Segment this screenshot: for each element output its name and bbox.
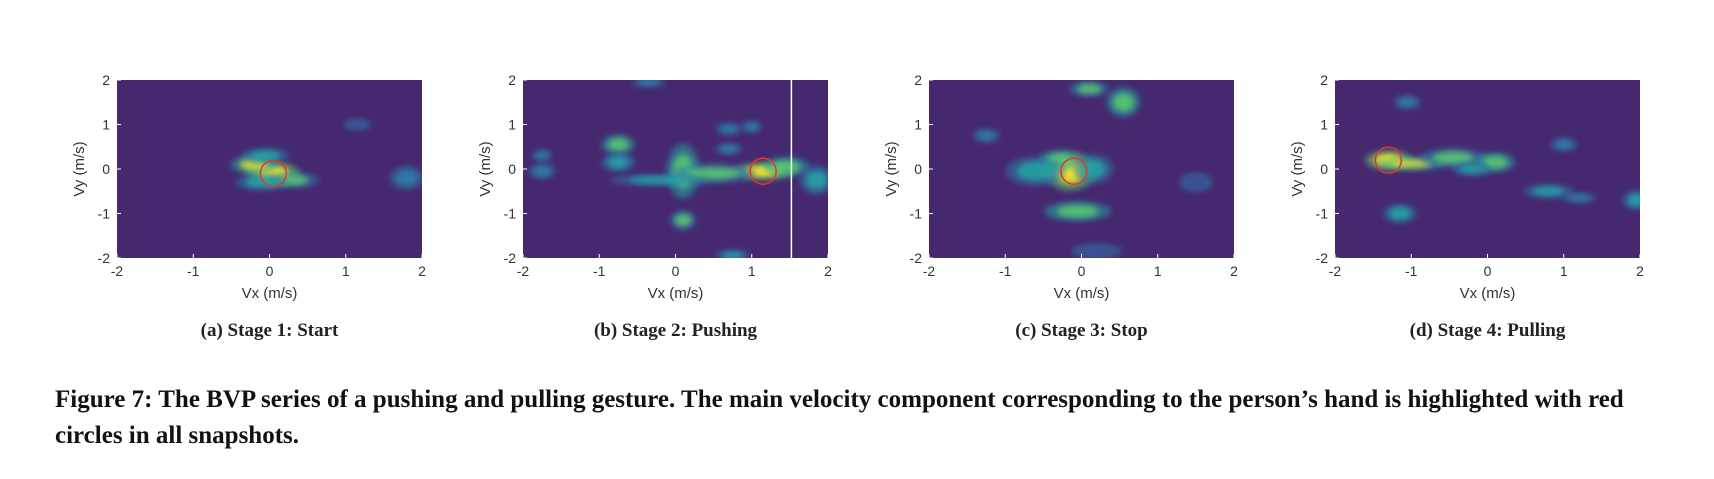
y-tick-label: 0 bbox=[102, 161, 110, 177]
x-tick-label: -2 bbox=[517, 263, 530, 279]
x-tick-label: 2 bbox=[1230, 263, 1238, 279]
heatmap-blob bbox=[806, 171, 827, 190]
highlight-circle bbox=[1060, 157, 1088, 185]
heatmap-blob bbox=[533, 166, 551, 177]
y-tick-label: 2 bbox=[508, 72, 516, 88]
x-tick-label: 1 bbox=[748, 263, 756, 279]
subplot-d: -2 -1 0 1 2 -2 -1 0 1 2 Vx (m/s) Vy (m/s) (d) Stage … bbox=[1289, 72, 1644, 341]
x-tick-label: -2 bbox=[111, 263, 124, 279]
highlight-circle bbox=[259, 159, 288, 188]
heatmap-blob bbox=[1056, 205, 1099, 218]
x-tick-label: -1 bbox=[187, 263, 200, 279]
heatmap-blob bbox=[638, 80, 660, 86]
heatmap-blob bbox=[348, 120, 366, 129]
heatmap-blob bbox=[1532, 187, 1565, 196]
x-tick-label: 0 bbox=[1078, 263, 1086, 279]
heatmap-blob bbox=[1017, 162, 1055, 181]
heatmap-blob bbox=[722, 252, 744, 258]
heatmap-blob bbox=[771, 160, 801, 173]
subplot-caption: (a) Stage 1: Start bbox=[201, 320, 339, 341]
heatmap-blob bbox=[396, 170, 418, 186]
heatmap-blob bbox=[1568, 194, 1590, 201]
y-axis-label: Vy (m/s) bbox=[883, 141, 900, 196]
y-tick-label: -1 bbox=[1316, 206, 1329, 222]
x-axis-label: Vx (m/s) bbox=[648, 285, 704, 302]
heatmap-blob bbox=[1432, 151, 1474, 164]
x-tick-label: 0 bbox=[672, 263, 680, 279]
x-tick-label: 1 bbox=[1560, 263, 1568, 279]
highlight-circle bbox=[1374, 146, 1403, 174]
y-tick-label: -2 bbox=[1316, 250, 1329, 266]
x-tick-label: 2 bbox=[1636, 263, 1644, 279]
y-tick-label: 1 bbox=[914, 117, 922, 133]
heatmap-blob bbox=[1081, 246, 1113, 257]
y-axis-label: Vy (m/s) bbox=[477, 141, 494, 196]
y-tick-label: 0 bbox=[508, 161, 516, 177]
heatmap-blob bbox=[1113, 93, 1134, 112]
x-tick-label: 0 bbox=[1484, 263, 1492, 279]
x-tick-label: -1 bbox=[593, 263, 606, 279]
subplot-a: -2 -1 0 1 2 -2 -1 0 1 2 Vx (m/s) Vy (m/s) (a) Stage … bbox=[71, 72, 426, 341]
y-tick-label: -2 bbox=[504, 250, 517, 266]
y-tick-label: 0 bbox=[1320, 161, 1328, 177]
heatmap-blob bbox=[607, 138, 629, 151]
heatmap-blob bbox=[674, 214, 692, 227]
heatmap-blob bbox=[720, 125, 738, 133]
y-tick-label: -2 bbox=[98, 250, 111, 266]
x-tick-label: 2 bbox=[824, 263, 832, 279]
y-axis-label: Vy (m/s) bbox=[1289, 141, 1306, 196]
y-tick-label: 2 bbox=[102, 72, 110, 88]
subplot-caption: (b) Stage 2: Pushing bbox=[594, 320, 758, 341]
x-tick-label: 1 bbox=[342, 263, 350, 279]
heatmap-blob bbox=[745, 123, 758, 131]
figure-caption: Figure 7: The BVP series of a pushing an… bbox=[55, 386, 1624, 449]
x-tick-label: -1 bbox=[999, 263, 1012, 279]
y-tick-label: 1 bbox=[102, 117, 110, 133]
y-tick-label: 1 bbox=[508, 117, 516, 133]
y-tick-label: 1 bbox=[1320, 117, 1328, 133]
subplot-b: -2 -1 0 1 2 -2 -1 0 1 2 Vx (m/s) Vy (m/s) (b) Stage … bbox=[477, 72, 832, 341]
x-tick-label: -1 bbox=[1405, 263, 1418, 279]
heatmap-blob bbox=[251, 150, 281, 161]
heatmap-blob bbox=[629, 176, 692, 184]
subplot-c: -2 -1 0 1 2 -2 -1 0 1 2 Vx (m/s) Vy (m/s) (c) Stage … bbox=[883, 72, 1238, 341]
y-tick-label: 2 bbox=[914, 72, 922, 88]
heatmap-blob bbox=[535, 152, 549, 160]
subplot-caption: (c) Stage 3: Stop bbox=[1015, 320, 1147, 341]
x-tick-label: 0 bbox=[266, 263, 274, 279]
x-axis-label: Vx (m/s) bbox=[1054, 285, 1110, 302]
y-axis-label: Vy (m/s) bbox=[71, 141, 88, 196]
heatmap-blob bbox=[245, 177, 279, 188]
y-tick-label: 0 bbox=[914, 161, 922, 177]
subplot-caption: (d) Stage 4: Pulling bbox=[1410, 320, 1566, 341]
heatmap-blob bbox=[687, 167, 740, 180]
heatmap-blob bbox=[1399, 98, 1416, 107]
x-tick-label: -2 bbox=[923, 263, 936, 279]
x-tick-label: -2 bbox=[1329, 263, 1342, 279]
heatmap-blob bbox=[1555, 140, 1573, 149]
x-tick-label: 1 bbox=[1154, 263, 1162, 279]
x-tick-label: 2 bbox=[418, 263, 426, 279]
heatmap-blob bbox=[1076, 84, 1102, 94]
heatmap-blob bbox=[1185, 176, 1207, 189]
heatmap-blob bbox=[1389, 207, 1411, 220]
x-axis-label: Vx (m/s) bbox=[1460, 285, 1516, 302]
heatmap-blob bbox=[977, 131, 995, 140]
y-tick-label: -1 bbox=[910, 206, 923, 222]
heatmap-blob bbox=[1627, 194, 1640, 207]
highlight-circle bbox=[749, 157, 777, 185]
heatmap-area bbox=[528, 80, 828, 258]
y-tick-label: -1 bbox=[98, 206, 111, 222]
y-tick-label: -2 bbox=[910, 250, 923, 266]
y-tick-label: 2 bbox=[1320, 72, 1328, 88]
heatmap-blob bbox=[1459, 164, 1485, 174]
y-tick-label: -1 bbox=[504, 206, 517, 222]
heatmap-blob bbox=[607, 156, 629, 169]
heatmap-blob bbox=[720, 145, 738, 153]
x-axis-label: Vx (m/s) bbox=[242, 285, 298, 302]
